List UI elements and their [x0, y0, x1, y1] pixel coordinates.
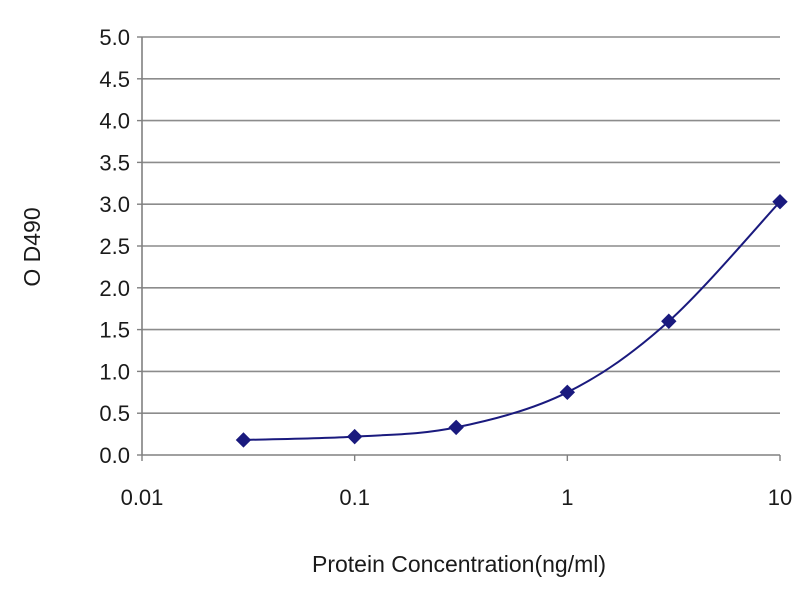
- x-tick-labels: 0.01 0.1 1 10: [121, 485, 793, 510]
- data-point-2: [448, 419, 464, 436]
- y-tick-label-4: 2.0: [99, 276, 130, 301]
- y-tick-label-6: 3.0: [99, 192, 130, 217]
- y-tick-labels: 0.0 0.5 1.0 1.5 2.0 2.5 3.0 3.5 4.0 4.5 5.0: [99, 25, 130, 468]
- y-tick-label-7: 3.5: [99, 150, 130, 175]
- data-point-1: [346, 428, 363, 445]
- y-tick-label-1: 0.5: [99, 401, 130, 426]
- series: [235, 193, 788, 448]
- y-tick-label-9: 4.5: [99, 67, 130, 92]
- data-point-4: [661, 313, 677, 329]
- x-tick-label-3: 10: [768, 485, 792, 510]
- x-tick-label-1: 0.1: [339, 485, 370, 510]
- y-tick-label-8: 4.0: [99, 109, 130, 134]
- series-line-0: [243, 201, 781, 441]
- y-axis-title: O D490: [19, 207, 45, 286]
- y-tick-label-0: 0.0: [99, 443, 130, 468]
- x-tick-label-0: 0.01: [121, 485, 164, 510]
- x-axis-title: Protein Concentration(ng/ml): [312, 551, 606, 577]
- data-point-3: [559, 384, 576, 401]
- axes: [137, 36, 781, 461]
- x-tick-label-2: 1: [561, 485, 573, 510]
- y-tick-label-10: 5.0: [99, 25, 130, 50]
- y-tick-label-5: 2.5: [99, 234, 130, 259]
- data-point-5: [772, 193, 788, 210]
- data-point-0: [235, 432, 252, 448]
- y-tick-label-2: 1.0: [99, 359, 130, 384]
- y-tick-label-3: 1.5: [99, 318, 130, 343]
- grid-lines: [142, 36, 780, 415]
